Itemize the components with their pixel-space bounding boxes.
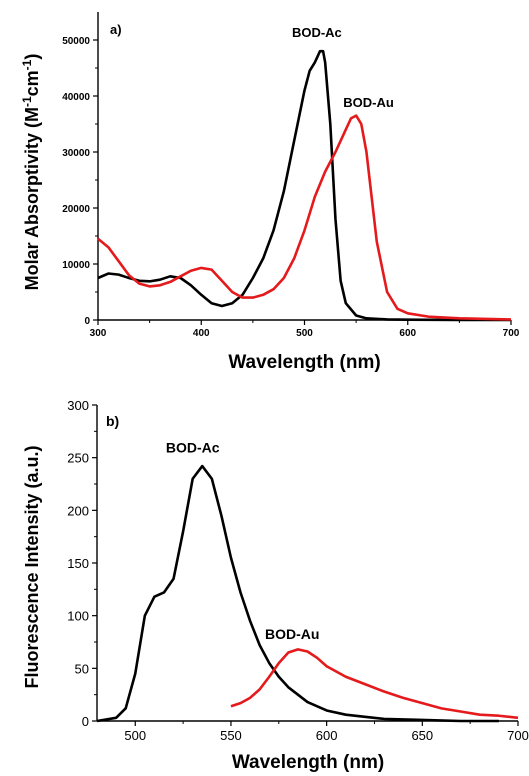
panel-b-y-tick-label: 300 bbox=[67, 398, 89, 413]
panel-b-y-tick-label: 50 bbox=[75, 661, 89, 676]
panel-b-y-tick-label: 100 bbox=[67, 609, 89, 624]
panel-a-series-bod-au bbox=[97, 114, 512, 321]
panel-a-x-tick-label: 500 bbox=[296, 328, 313, 339]
panel-b-y-tick-label: 250 bbox=[67, 451, 89, 466]
panel-a-y-tick-label: 20000 bbox=[62, 204, 90, 215]
panel-a-y-axis-title-sup1: -1 bbox=[20, 96, 34, 107]
panel-b-fluorescence-chart: 500 550 600 650 700 0 50 100 150 200 250 300 b) Wav… bbox=[22, 398, 529, 773]
panel-a-y-tick-label: 40000 bbox=[62, 92, 90, 103]
panel-b-y-axis-title: Fluorescence Intensity (a.u.) bbox=[22, 445, 42, 688]
panel-b-series-label-bod-ac: BOD-Ac bbox=[166, 439, 220, 455]
panel-a-y-axis-title-sup2: -1 bbox=[20, 59, 34, 70]
panel-a-x-tick-label: 300 bbox=[90, 328, 107, 339]
panel-a-plot-area: 300 400 500 600 700 0 10000 20000 30000 40000 5000… bbox=[62, 12, 520, 339]
panel-b-series-bod-au bbox=[230, 648, 519, 720]
panel-b-x-tick-label: 550 bbox=[220, 728, 242, 743]
panel-a-x-tick-label: 700 bbox=[503, 328, 520, 339]
panel-a-label: a) bbox=[110, 22, 122, 37]
panel-b-plot-area: 500 550 600 650 700 0 50 100 150 200 250 300 bbox=[67, 398, 529, 743]
panel-a-y-tick-label: 0 bbox=[84, 316, 90, 327]
panel-b-x-tick-label: 500 bbox=[124, 728, 146, 743]
panel-b-y-tick-label: 150 bbox=[67, 556, 89, 571]
panel-a-y-axis-title: Molar Absorptivity (M-1cm-1) bbox=[20, 54, 42, 291]
panel-b-x-tick-label: 700 bbox=[507, 728, 529, 743]
panel-a-absorbance-chart: 300 400 500 600 700 0 10000 20000 30000 40000 5000… bbox=[20, 12, 520, 373]
panel-a-y-axis-title-main: Molar Absorptivity (M bbox=[22, 107, 42, 290]
panel-b-y-tick-label: 200 bbox=[67, 503, 89, 518]
panel-a-y-tick-label: 10000 bbox=[62, 260, 90, 271]
panel-a-x-axis-title: Wavelength (nm) bbox=[228, 352, 380, 373]
panel-a-y-tick-label: 50000 bbox=[62, 36, 90, 47]
panel-b-x-tick-label: 600 bbox=[316, 728, 338, 743]
panel-a-series-label-bod-ac: BOD-Ac bbox=[292, 25, 342, 40]
panel-a-y-axis-title-end: ) bbox=[22, 54, 42, 60]
panel-a-x-tick-label: 400 bbox=[193, 328, 210, 339]
panel-b-label: b) bbox=[106, 413, 119, 429]
panel-b-series-label-bod-au: BOD-Au bbox=[265, 626, 319, 642]
panel-a-series-bod-ac bbox=[97, 49, 511, 322]
panel-a-y-tick-label: 30000 bbox=[62, 148, 90, 159]
panel-b-series-bod-ac bbox=[96, 464, 499, 723]
panel-b-y-tick-label: 0 bbox=[82, 714, 89, 729]
panel-a-series-label-bod-au: BOD-Au bbox=[343, 95, 394, 110]
panel-b-x-axis-title: Wavelength (nm) bbox=[232, 752, 384, 773]
panel-b-x-tick-label: 650 bbox=[411, 728, 433, 743]
panel-a-y-axis-title-mid: cm bbox=[22, 70, 42, 96]
panel-a-x-tick-label: 600 bbox=[399, 328, 416, 339]
